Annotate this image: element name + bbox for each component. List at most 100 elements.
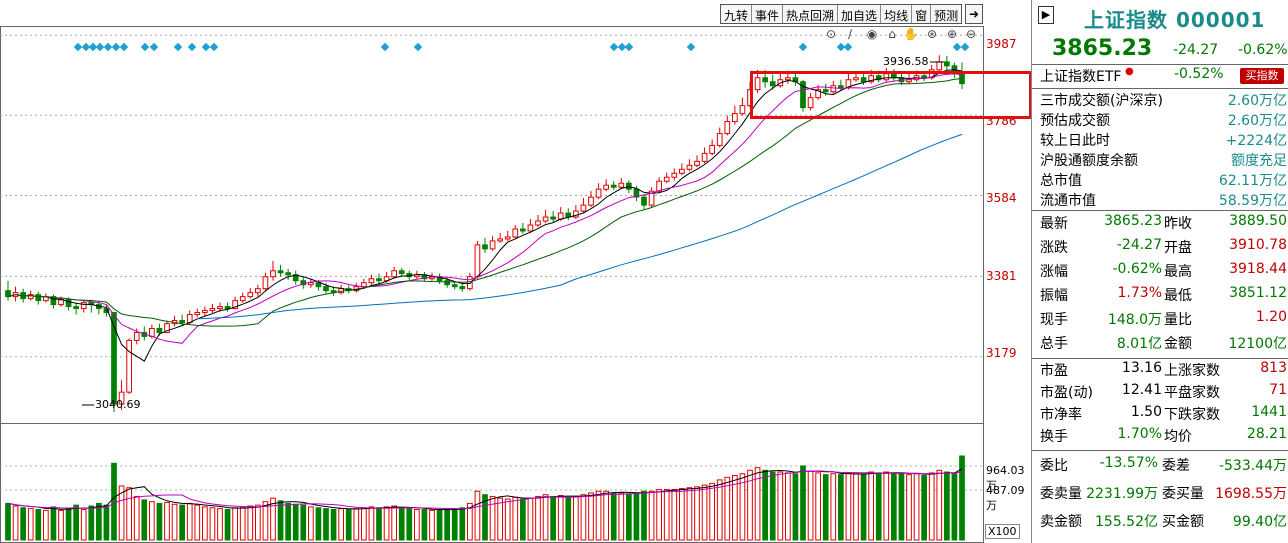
candle-body[interactable] <box>482 244 488 250</box>
candle-body[interactable] <box>80 302 87 310</box>
candle-body[interactable] <box>270 270 276 278</box>
toolbar-btn-jiuzhuan[interactable]: 九转 <box>721 5 753 23</box>
candle-body[interactable] <box>626 182 632 190</box>
candle-body[interactable] <box>156 327 163 333</box>
candle-body[interactable] <box>111 312 117 405</box>
candle-body[interactable] <box>800 81 806 109</box>
candle-body[interactable] <box>762 77 768 83</box>
candle-body[interactable] <box>232 300 238 310</box>
candle-body[interactable] <box>868 75 874 83</box>
candle-body[interactable] <box>497 238 503 242</box>
candle-body[interactable] <box>376 278 382 282</box>
event-marker-icon[interactable] <box>413 42 423 52</box>
event-marker-icon[interactable] <box>88 42 98 52</box>
toolbar-btn-window[interactable]: 窗 <box>912 5 932 23</box>
event-marker-icon[interactable] <box>187 42 197 52</box>
candle-body[interactable] <box>648 190 655 206</box>
candle-body[interactable] <box>732 113 738 123</box>
candle-body[interactable] <box>944 61 950 67</box>
candle-body[interactable] <box>815 89 821 99</box>
candle-body[interactable] <box>118 391 125 405</box>
candle-body[interactable] <box>709 144 715 154</box>
candle-body[interactable] <box>550 216 556 220</box>
candle-body[interactable] <box>527 224 534 232</box>
event-marker-icon[interactable] <box>686 42 696 52</box>
event-marker-icon[interactable] <box>624 42 634 52</box>
kline-chart[interactable]: ⊙ ∕ ◉ ⌂ ✋ ⊛ ⊕ ⊖ <box>0 0 1030 543</box>
candle-body[interactable] <box>679 168 685 174</box>
zoom-icon[interactable]: ⊙ <box>826 27 836 41</box>
candle-body[interactable] <box>467 276 473 290</box>
candle-body[interactable] <box>716 132 723 146</box>
hand-icon[interactable]: ✋ <box>904 27 919 41</box>
candle-body[interactable] <box>565 212 572 218</box>
candle-body[interactable] <box>65 299 72 308</box>
candle-body[interactable] <box>739 105 746 115</box>
toolbar-btn-add-watch[interactable]: 加自选 <box>838 5 882 23</box>
candle-body[interactable] <box>202 310 208 314</box>
toolbar-btn-forecast[interactable]: 预测 <box>934 9 959 23</box>
event-marker-icon[interactable] <box>380 42 390 52</box>
candle-body[interactable] <box>603 184 609 190</box>
candle-body[interactable] <box>520 228 526 232</box>
event-marker-icon[interactable] <box>209 42 219 52</box>
candle-body[interactable] <box>610 184 617 188</box>
candle-body[interactable] <box>5 290 11 298</box>
candle-body[interactable] <box>323 286 329 292</box>
candle-body[interactable] <box>451 284 458 288</box>
candle-body[interactable] <box>255 288 261 294</box>
candle-body[interactable] <box>671 172 678 178</box>
candle-body[interactable] <box>315 282 322 288</box>
event-marker-icon[interactable] <box>81 42 91 52</box>
candle-body[interactable] <box>35 294 42 302</box>
candle-body[interactable] <box>769 81 776 87</box>
candle-body[interactable] <box>133 331 140 341</box>
zoom-in-icon[interactable]: ⊕ <box>947 27 957 41</box>
candle-body[interactable] <box>217 306 223 310</box>
candle-body[interactable] <box>542 216 549 222</box>
candle-body[interactable] <box>300 280 307 286</box>
candle-body[interactable] <box>656 180 662 192</box>
toolbar-btn-events[interactable]: 事件 <box>752 5 784 23</box>
candle-body[interactable] <box>489 240 496 250</box>
event-marker-icon[interactable] <box>960 42 970 52</box>
event-marker-icon[interactable] <box>173 42 183 52</box>
zoom-out-icon[interactable]: ⊖ <box>966 27 976 41</box>
candle-body[interactable] <box>557 212 564 220</box>
candle-body[interactable] <box>149 327 155 337</box>
event-marker-icon[interactable] <box>201 42 211 52</box>
candle-body[interactable] <box>618 182 625 188</box>
candle-body[interactable] <box>164 323 170 333</box>
candle-body[interactable] <box>58 299 64 306</box>
buy-index-button[interactable]: 买指数 <box>1240 68 1284 84</box>
toolbar-btn-hotspot[interactable]: 热点回溯 <box>783 5 839 23</box>
candle-body[interactable] <box>179 320 185 323</box>
candle-body[interactable] <box>27 294 34 300</box>
event-marker-icon[interactable] <box>103 42 113 52</box>
candle-body[interactable] <box>368 278 375 284</box>
candle-body[interactable] <box>391 270 397 278</box>
candle-body[interactable] <box>50 296 57 306</box>
eye-icon[interactable]: ◉ <box>867 27 877 41</box>
candle-body[interactable] <box>633 188 640 198</box>
candle-body[interactable] <box>724 121 731 134</box>
candle-body[interactable] <box>754 77 761 91</box>
candle-body[interactable] <box>838 85 844 89</box>
candle-body[interactable] <box>285 272 291 276</box>
candle-body[interactable] <box>126 339 132 393</box>
candle-body[interactable] <box>686 164 693 170</box>
candle-body[interactable] <box>444 280 450 286</box>
candle-body[interactable] <box>860 77 867 83</box>
candle-body[interactable] <box>875 75 882 81</box>
event-marker-icon[interactable] <box>95 42 105 52</box>
candle-body[interactable] <box>694 160 700 166</box>
event-marker-icon[interactable] <box>119 42 129 52</box>
candle-body[interactable] <box>308 282 314 286</box>
candle-body[interactable] <box>209 308 216 312</box>
event-marker-icon[interactable] <box>952 42 962 52</box>
candle-body[interactable] <box>595 188 602 198</box>
candle-body[interactable] <box>853 77 859 81</box>
candle-body[interactable] <box>247 292 254 298</box>
candle-body[interactable] <box>512 228 519 238</box>
candle-body[interactable] <box>807 97 814 109</box>
